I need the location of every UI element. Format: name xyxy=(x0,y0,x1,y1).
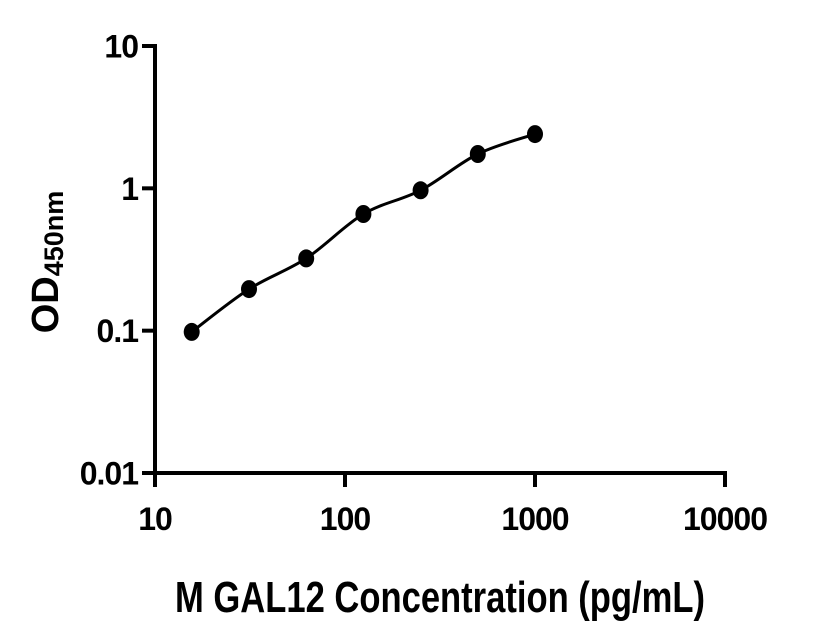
y-tick-label: 1 xyxy=(121,171,138,207)
data-point xyxy=(183,322,200,341)
standard-curve-line xyxy=(190,132,536,334)
data-point xyxy=(469,145,486,163)
x-tick-label: 100 xyxy=(320,501,371,537)
x-tick-label: 1000 xyxy=(501,501,568,537)
x-axis-title: M GAL12 Concentration (pg/mL) xyxy=(175,573,705,622)
data-point xyxy=(355,205,372,223)
data-point xyxy=(241,280,257,299)
x-tick-label: 10000 xyxy=(683,501,767,537)
y-axis-title-main: OD xyxy=(25,276,67,333)
data-point xyxy=(298,249,315,268)
data-point xyxy=(527,125,543,144)
y-tick-label: 0.01 xyxy=(80,456,138,492)
y-axis-title-subscript: 450nm xyxy=(39,191,69,277)
y-tick-label: 0.1 xyxy=(97,313,139,349)
x-tick-label: 10 xyxy=(138,501,172,537)
y-axis-title: OD450nm xyxy=(25,191,69,334)
y-tick-label: 10 xyxy=(104,29,138,65)
data-point xyxy=(412,181,429,200)
